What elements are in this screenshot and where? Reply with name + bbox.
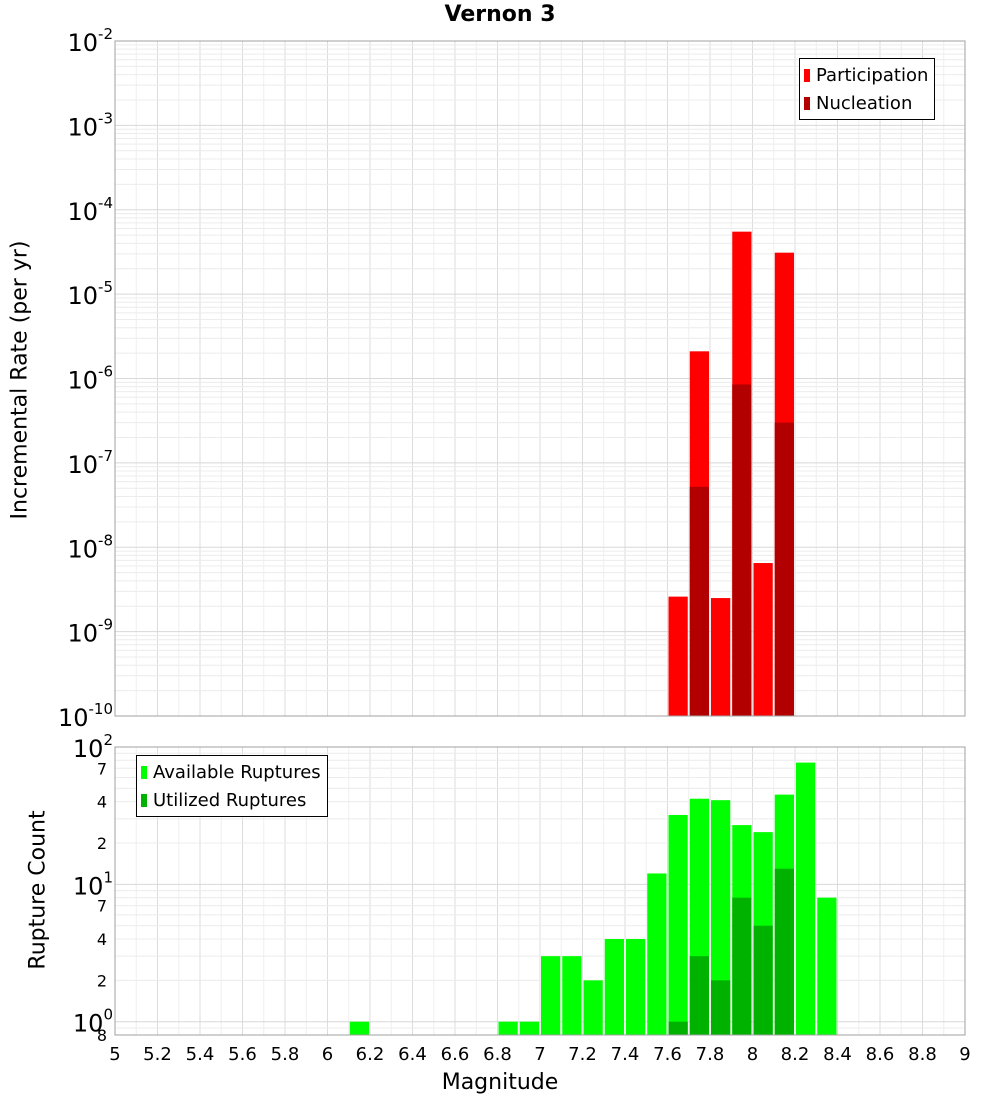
- utilized-ruptures-bar-7.75: [689, 956, 709, 1035]
- bottom-y-tick-label-2: 102: [73, 731, 113, 763]
- x-tick-label-8: 8: [747, 1044, 758, 1065]
- x-tick-label-5.4: 5.4: [186, 1044, 215, 1065]
- bottom-y-tick-label-1: 101: [73, 868, 113, 900]
- x-tick-label-5.2: 5.2: [143, 1044, 172, 1065]
- x-tick-label-5: 5: [109, 1044, 120, 1065]
- legend-label-nucleation: Nucleation: [816, 92, 913, 114]
- available-ruptures-bar-7.85: [711, 800, 731, 1035]
- x-tick-label-5.6: 5.6: [228, 1044, 257, 1065]
- top-y-tick-label--2: 10-2: [67, 25, 113, 57]
- bottom-y-minor-tick-label: 7: [97, 897, 107, 916]
- top-plot-frame: [114, 40, 966, 717]
- x-tick-label-7.6: 7.6: [653, 1044, 682, 1065]
- legend-label-participation: Participation: [816, 64, 929, 86]
- x-tick-label-7: 7: [534, 1044, 545, 1065]
- top-y-tick-label--6: 10-6: [67, 363, 113, 395]
- bottom-y-minor-tick-label: 2: [97, 834, 107, 853]
- available-ruptures-bar-7.25: [583, 980, 603, 1035]
- bottom-y-minor-tick-label: 4: [97, 793, 107, 812]
- x-tick-label-6: 6: [322, 1044, 333, 1065]
- x-tick-label-8.4: 8.4: [823, 1044, 852, 1065]
- participation-bar-7.85: [711, 598, 731, 716]
- utilized-ruptures-bar-8.05: [753, 925, 773, 1035]
- bottom-legend: Available Ruptures Utilized Ruptures: [136, 755, 328, 817]
- bottom-y-tick-label-0: 100: [73, 1006, 113, 1038]
- x-tick-label-6.6: 6.6: [441, 1044, 470, 1065]
- legend-item-participation: Participation: [804, 61, 928, 89]
- participation-bar-7.65: [668, 596, 688, 716]
- available-ruptures-bar-6.95: [519, 1021, 539, 1035]
- bottom-plot-frame: [114, 746, 966, 1036]
- available-ruptures-bar-8.35: [817, 897, 837, 1035]
- available-ruptures-bar-7.45: [626, 939, 646, 1035]
- available-swatch: [141, 765, 147, 779]
- top-y-tick-label--3: 10-3: [67, 109, 113, 141]
- chart-title: Vernon 3: [444, 2, 556, 27]
- nucleation-bar-7.95: [732, 384, 752, 716]
- top-y-tick-label--9: 10-9: [67, 616, 113, 648]
- legend-item-nucleation: Nucleation: [804, 89, 928, 117]
- top-y-tick-label--8: 10-8: [67, 531, 113, 563]
- available-ruptures-bar-7.55: [647, 873, 667, 1035]
- bottom-y-minor-tick-label: 2: [97, 971, 107, 990]
- bottom-y-minor-tick-label: 4: [97, 930, 107, 949]
- legend-item-utilized: Utilized Ruptures: [141, 786, 321, 814]
- bottom-y-axis-label: Rupture Count: [25, 810, 51, 970]
- x-tick-label-7.2: 7.2: [568, 1044, 597, 1065]
- x-axis-label: Magnitude: [441, 1070, 559, 1095]
- legend-label-available: Available Ruptures: [153, 761, 321, 783]
- legend-item-available: Available Ruptures: [141, 758, 321, 786]
- available-ruptures-bar-7.65: [668, 814, 688, 1035]
- x-tick-label-8.6: 8.6: [866, 1044, 895, 1065]
- legend-label-utilized: Utilized Ruptures: [153, 789, 307, 811]
- nucleation-bar-8.15: [774, 422, 794, 716]
- nucleation-swatch: [804, 96, 810, 110]
- x-tick-label-9: 9: [959, 1044, 970, 1065]
- x-tick-label-8.2: 8.2: [781, 1044, 810, 1065]
- top-y-axis-label: Incremental Rate (per yr): [7, 240, 33, 520]
- nucleation-bar-7.75: [689, 486, 709, 716]
- available-ruptures-bar-7.35: [604, 939, 624, 1035]
- x-tick-label-7.8: 7.8: [696, 1044, 725, 1065]
- x-tick-label-6.8: 6.8: [483, 1044, 512, 1065]
- utilized-ruptures-bar-7.95: [732, 897, 752, 1035]
- x-tick-label-8.8: 8.8: [908, 1044, 937, 1065]
- top-y-tick-label--4: 10-4: [67, 194, 113, 226]
- utilized-ruptures-bar-7.65: [668, 1021, 688, 1035]
- top-y-tick-label--5: 10-5: [67, 278, 113, 310]
- available-ruptures-bar-6.15: [349, 1021, 369, 1035]
- top-legend: Participation Nucleation: [799, 58, 936, 120]
- available-ruptures-bar-8.25: [796, 762, 816, 1035]
- x-tick-label-5.8: 5.8: [271, 1044, 300, 1065]
- bottom-y-minor-tick-label: 7: [97, 759, 107, 778]
- x-tick-label-6.2: 6.2: [356, 1044, 385, 1065]
- bottom-y-minor-tick-label: 8: [97, 1026, 107, 1045]
- available-ruptures-bar-7.05: [541, 956, 561, 1035]
- x-tick-label-7.4: 7.4: [611, 1044, 640, 1065]
- participation-bar-8.05: [753, 563, 773, 716]
- utilized-ruptures-bar-7.85: [711, 980, 731, 1035]
- utilized-swatch: [141, 793, 147, 807]
- available-ruptures-bar-6.85: [498, 1021, 518, 1035]
- gridlines: [114, 41, 966, 1036]
- top-y-tick-label--10: 10-10: [58, 700, 113, 732]
- utilized-ruptures-bar-8.15: [774, 868, 794, 1035]
- participation-swatch: [804, 68, 810, 82]
- x-tick-label-6.4: 6.4: [398, 1044, 427, 1065]
- top-y-tick-label--7: 10-7: [67, 447, 113, 479]
- available-ruptures-bar-7.15: [562, 956, 582, 1035]
